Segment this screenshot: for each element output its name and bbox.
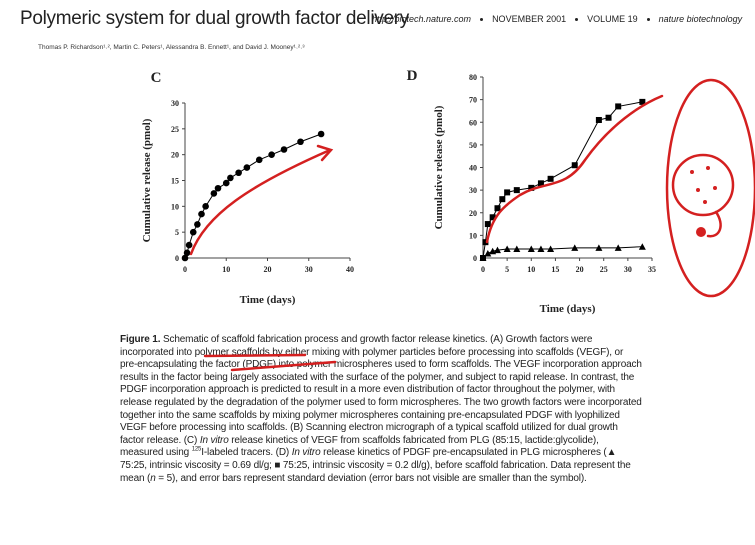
marker	[198, 211, 205, 218]
marker	[215, 185, 222, 192]
caption-label: Figure 1.	[120, 334, 160, 345]
y-axis-label: Cumulative release (pmol)	[141, 118, 153, 242]
marker	[184, 250, 191, 257]
x-tick-label: 35	[648, 265, 656, 274]
y-tick-label: 10	[171, 202, 179, 211]
series-line	[483, 102, 642, 258]
marker	[490, 214, 496, 220]
marker	[244, 164, 251, 171]
figure: C 0 5 10 15 20 25 30 0 10 20 30 40 Cumulative release…	[0, 0, 755, 330]
marker	[499, 196, 505, 202]
x-tick-label: 0	[481, 265, 485, 274]
marker	[482, 239, 488, 245]
marker	[514, 187, 520, 193]
marker	[485, 221, 491, 227]
marker	[256, 157, 263, 164]
x-tick-label: 0	[183, 265, 187, 274]
marker	[528, 185, 534, 191]
caption-text: In vitro	[200, 435, 229, 446]
y-tick-label: 0	[175, 254, 179, 263]
x-tick-label: 40	[346, 265, 354, 274]
x-axis-label: Time (days)	[540, 303, 596, 315]
y-tick-label: 30	[171, 99, 179, 108]
panel-label: D	[407, 68, 418, 84]
y-tick-label: 30	[469, 186, 477, 195]
y-tick-label: 25	[171, 125, 179, 134]
marker	[639, 99, 645, 105]
y-tick-label: 15	[171, 177, 179, 186]
x-tick-label: 20	[264, 265, 272, 274]
marker	[235, 169, 242, 176]
marker	[538, 180, 544, 186]
caption: Figure 1. Schematic of scaffold fabricat…	[120, 334, 642, 485]
y-tick-label: 20	[469, 209, 477, 218]
y-tick-label: 5	[175, 228, 179, 237]
y-tick-label: 80	[469, 73, 477, 82]
caption-text: I-labeled tracers. (D)	[201, 447, 291, 458]
marker	[494, 205, 500, 211]
marker	[190, 229, 197, 236]
y-tick-label: 50	[469, 141, 477, 150]
y-axis-label: Cumulative release (pmol)	[433, 105, 445, 229]
caption-text: 125	[192, 447, 202, 453]
marker	[186, 242, 193, 249]
x-tick-label: 5	[505, 265, 509, 274]
y-tick-label: 0	[473, 254, 477, 263]
x-tick-label: 15	[551, 265, 559, 274]
y-tick-label: 70	[469, 96, 477, 105]
y-tick-label: 20	[171, 151, 179, 160]
marker	[548, 176, 554, 182]
marker	[572, 162, 578, 168]
y-tick-label: 10	[469, 231, 477, 240]
x-tick-label: 10	[527, 265, 535, 274]
marker	[596, 117, 602, 123]
marker	[202, 203, 209, 210]
x-tick-label: 20	[576, 265, 584, 274]
caption-text: Schematic of scaffold fabrication proces…	[120, 334, 642, 446]
marker	[615, 103, 621, 109]
marker	[318, 131, 325, 138]
marker	[227, 175, 234, 182]
x-tick-label: 10	[222, 265, 230, 274]
marker	[606, 115, 612, 121]
marker	[211, 190, 218, 197]
marker	[194, 221, 201, 228]
page: Polymeric system for dual growth factor …	[0, 0, 755, 545]
x-tick-label: 30	[624, 265, 632, 274]
caption-text: = 5), and error bars represent standard …	[156, 473, 587, 484]
caption-text: In vitro	[292, 447, 321, 458]
panel-label: C	[151, 70, 162, 86]
x-tick-label: 25	[600, 265, 608, 274]
x-tick-label: 30	[305, 265, 313, 274]
marker	[223, 180, 230, 187]
marker	[297, 138, 304, 145]
marker	[268, 151, 275, 158]
marker	[504, 189, 510, 195]
series-line	[185, 134, 321, 258]
y-tick-label: 60	[469, 118, 477, 127]
y-tick-label: 40	[469, 164, 477, 173]
x-axis-label: Time (days)	[240, 294, 296, 306]
marker	[281, 146, 288, 153]
